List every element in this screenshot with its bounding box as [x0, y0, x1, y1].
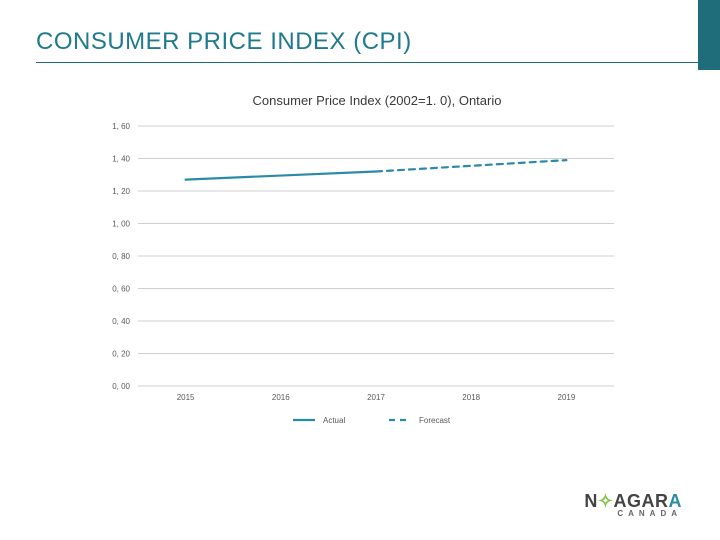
cpi-line-chart: 0, 00 0, 20 0, 40 0, 60 0, 80 1, 00 1, 20 1, 40…	[100, 122, 620, 432]
logo-text: AGAR	[614, 491, 669, 511]
svg-text:2017: 2017	[367, 393, 385, 402]
logo-subtext: CANADA	[584, 510, 682, 518]
svg-text:2019: 2019	[558, 393, 576, 402]
title-rule	[36, 62, 720, 63]
svg-text:2015: 2015	[177, 393, 195, 402]
logo-text: A	[669, 491, 683, 511]
svg-text:0, 80: 0, 80	[112, 252, 130, 261]
svg-text:Forecast: Forecast	[419, 416, 451, 425]
logo-accent-icon: ✧	[598, 491, 614, 511]
chart-title: Consumer Price Index (2002=1. 0), Ontari…	[100, 93, 654, 108]
svg-text:2018: 2018	[462, 393, 480, 402]
svg-text:1, 40: 1, 40	[112, 155, 130, 164]
svg-text:0, 00: 0, 00	[112, 382, 130, 391]
svg-text:0, 20: 0, 20	[112, 350, 130, 359]
logo-text: N	[584, 491, 598, 511]
page-title: CONSUMER PRICE INDEX (CPI)	[36, 28, 684, 56]
svg-text:2016: 2016	[272, 393, 290, 402]
svg-text:0, 60: 0, 60	[112, 285, 130, 294]
svg-text:1, 20: 1, 20	[112, 187, 130, 196]
brand-logo: N✧AGARA CANADA	[584, 492, 682, 518]
svg-text:0, 40: 0, 40	[112, 317, 130, 326]
accent-corner	[698, 0, 720, 70]
svg-text:1, 60: 1, 60	[112, 122, 130, 131]
svg-text:Actual: Actual	[323, 416, 345, 425]
svg-text:1, 00: 1, 00	[112, 220, 130, 229]
